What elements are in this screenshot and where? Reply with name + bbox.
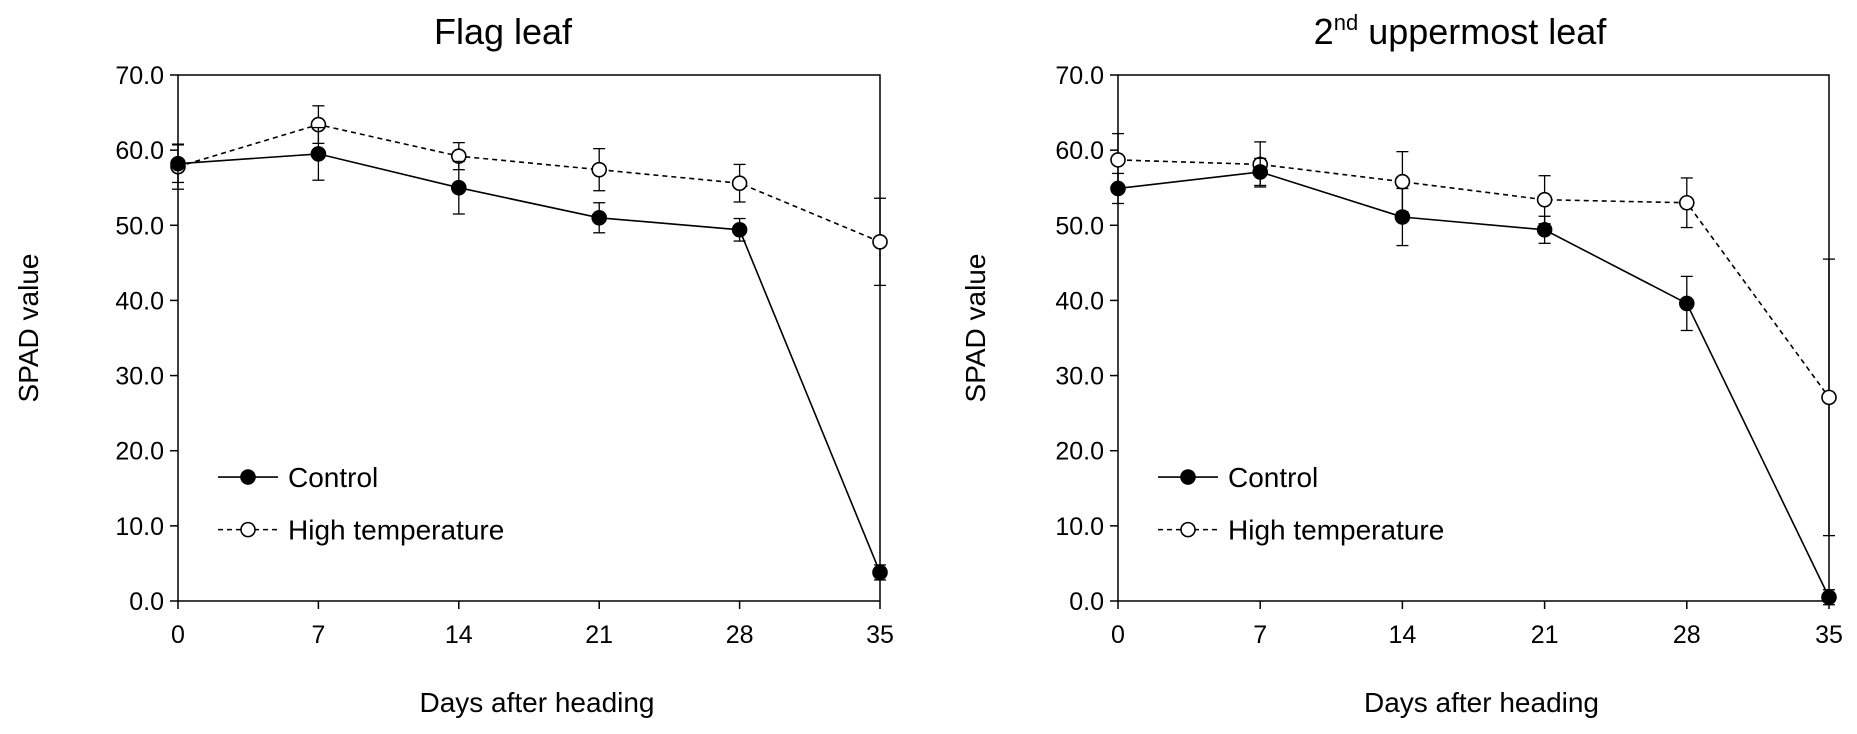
legend-label: Control [288,462,378,493]
chart-panel-1: Flag leaf 0.0 10.0 20.0 30.0 40.0 50.0 60.0 70.0… [13,11,894,718]
legend-marker [240,521,256,538]
chart-title: 2nd uppermost leaf [1314,10,1608,52]
series-line [1117,159,1830,398]
data-point [731,175,748,192]
y-tick-label: 60.0 [115,137,164,165]
plot-area-frame [177,74,881,602]
y-tick-label: 20.0 [1055,438,1104,466]
data-point [1252,164,1268,180]
data-point [872,234,888,250]
series-line [1117,171,1830,598]
x-axis-label: Days after heading [1364,687,1599,718]
y-tick-label: 70.0 [1055,62,1104,90]
data-point [1536,221,1553,238]
x-axis-label: Days after heading [419,687,654,718]
data-point [591,161,608,178]
chart-title: Flag leaf [434,11,573,52]
legend: Control High temperature [218,462,504,546]
legend-marker [1180,521,1196,538]
y-tick-label: 70.0 [115,62,164,90]
series-high-temperature [1110,132,1837,537]
data-point [1679,295,1695,312]
y-tick-label: 50.0 [1055,212,1104,240]
series-control [170,126,888,581]
x-tick-label: 0 [1111,621,1125,649]
data-point [731,221,748,238]
data-point [1679,194,1695,211]
y-tick-label: 40.0 [1055,287,1104,315]
x-tick-label: 35 [866,621,894,649]
legend-label: High temperature [288,515,504,546]
data-point [1821,389,1837,406]
y-tick-label: 0.0 [1069,588,1104,616]
y-tick-label: 10.0 [1055,513,1104,541]
y-tick-label: 30.0 [1055,363,1104,391]
data-point [591,209,608,226]
y-tick-label: 10.0 [115,513,164,541]
x-tick-label: 21 [1531,621,1559,649]
y-axis-label: SPAD value [13,254,44,403]
y-tick-label: 0.0 [129,588,164,616]
y-tick-label: 40.0 [115,287,164,315]
y-tick-label: 20.0 [115,438,164,466]
data-point [1536,191,1553,208]
x-tick-label: 7 [311,621,325,649]
data-point [1394,209,1411,225]
x-tick-label: 28 [726,621,754,649]
x-tick-label: 0 [171,621,185,649]
data-point [1821,589,1837,606]
x-tick-label: 35 [1815,621,1843,649]
legend-marker [1180,469,1196,485]
series-high-temperature [170,105,888,287]
y-axis-label: SPAD value [960,254,991,403]
x-tick-label: 14 [445,621,473,649]
data-point [1394,173,1411,190]
data-point [872,564,888,581]
x-tick-label: 28 [1673,621,1701,649]
x-tick-label: 7 [1253,621,1267,649]
legend-marker [240,469,256,485]
data-point [450,179,467,196]
series-control [1110,157,1837,606]
y-tick-label: 30.0 [115,363,164,391]
legend: Control High temperature [1158,462,1444,546]
data-point [310,146,327,162]
chart-panel-2: 2nd uppermost leaf 0.0 10.0 20.0 30.0 40.0 50.… [960,10,1843,718]
y-tick-label: 60.0 [1055,137,1104,165]
series-line [177,153,881,573]
legend-label: Control [1228,462,1318,493]
x-tick-label: 14 [1388,621,1416,649]
plot-area-frame [1117,74,1830,602]
data-point [1110,180,1126,197]
data-point [1110,152,1126,168]
x-tick-label: 21 [585,621,613,649]
y-tick-label: 50.0 [115,212,164,240]
series-line [177,123,881,243]
legend-label: High temperature [1228,515,1444,546]
data-point [170,155,186,172]
